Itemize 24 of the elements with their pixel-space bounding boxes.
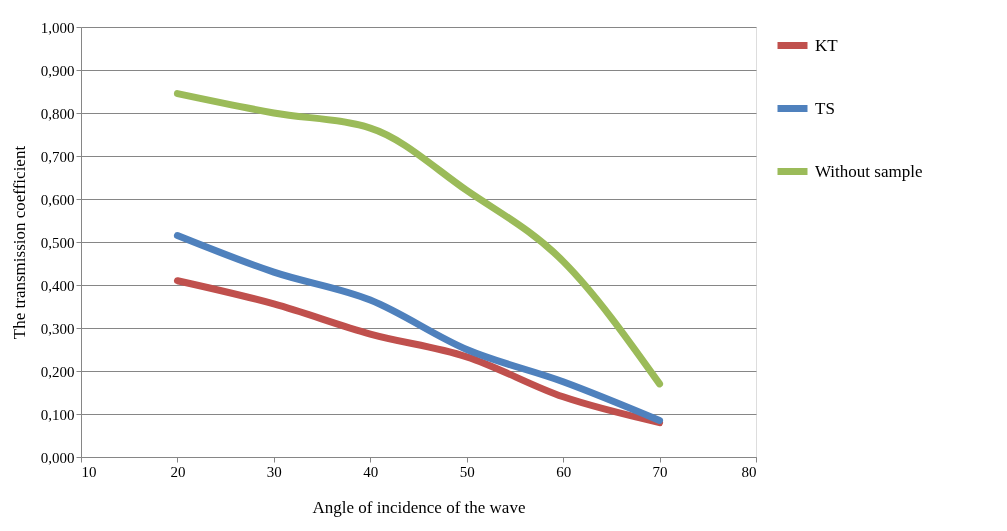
x-tick-label: 60 (556, 463, 572, 480)
x-tick-label: 40 (363, 463, 379, 480)
x-tick-label: 30 (266, 463, 282, 480)
y-tick-label: 0,500 (40, 234, 75, 251)
y-tick-label: 0,800 (40, 105, 75, 122)
x-tick-label: 70 (652, 463, 668, 480)
y-tick-label: 0,600 (40, 191, 75, 208)
y-tick-label: 0,900 (40, 62, 75, 79)
legend-label: TS (815, 98, 835, 118)
y-tick-label: 0,200 (40, 363, 75, 380)
y-axis-title: The transmission coefficient (9, 145, 29, 340)
y-tick-label: 0,100 (40, 406, 75, 423)
y-tick-label: 0,300 (40, 320, 75, 337)
y-tick-label: 0,700 (40, 148, 75, 165)
legend-label: Without sample (815, 161, 923, 181)
x-tick-label: 80 (741, 463, 757, 480)
legend-label: KT (815, 35, 839, 55)
x-tick-label: 50 (459, 463, 475, 480)
x-axis-title: Angle of incidence of the wave (312, 497, 526, 517)
x-tick-label: 10 (81, 463, 97, 480)
y-tick-label: 1,000 (40, 19, 75, 36)
y-tick-label: 0,400 (40, 277, 75, 294)
y-tick-label: 0,000 (40, 449, 75, 466)
x-tick-label: 20 (170, 463, 186, 480)
